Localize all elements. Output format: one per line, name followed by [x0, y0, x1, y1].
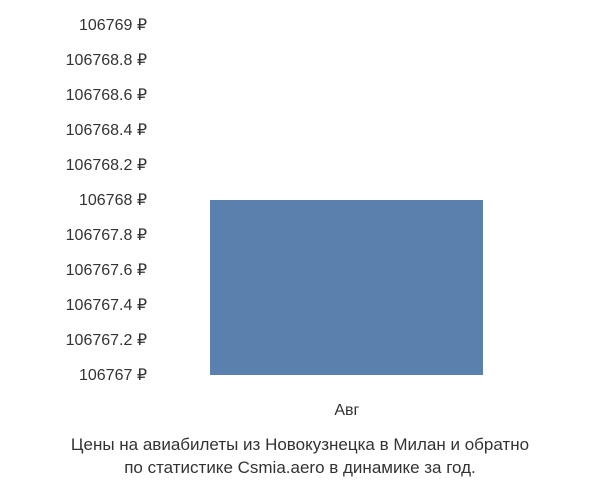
y-tick-label: 106767.4 ₽	[66, 295, 147, 315]
y-tick-label: 106767.8 ₽	[66, 225, 147, 245]
y-tick-label: 106768 ₽	[79, 190, 147, 210]
caption-line-1: Цены на авиабилеты из Новокузнецка в Мил…	[71, 435, 529, 454]
y-tick-label: 106768.4 ₽	[66, 120, 147, 140]
y-tick-label: 106767 ₽	[79, 365, 147, 385]
x-tick-label: Авг	[334, 402, 359, 420]
y-tick-label: 106768.8 ₽	[66, 50, 147, 70]
price-chart: 106769 ₽ 106768.8 ₽ 106768.6 ₽ 106768.4 ₽ 10…	[0, 10, 600, 390]
caption-line-2: по статистике Csmia.aero в динамике за г…	[124, 458, 476, 477]
y-tick-label: 106768.6 ₽	[66, 85, 147, 105]
plot-area	[160, 10, 580, 390]
y-axis: 106769 ₽ 106768.8 ₽ 106768.6 ₽ 106768.4 ₽ 10…	[0, 10, 155, 390]
y-tick-label: 106769 ₽	[79, 15, 147, 35]
chart-caption: Цены на авиабилеты из Новокузнецка в Мил…	[0, 434, 600, 480]
y-tick-label: 106767.2 ₽	[66, 330, 147, 350]
y-tick-label: 106768.2 ₽	[66, 155, 147, 175]
bar	[210, 200, 483, 375]
y-tick-label: 106767.6 ₽	[66, 260, 147, 280]
